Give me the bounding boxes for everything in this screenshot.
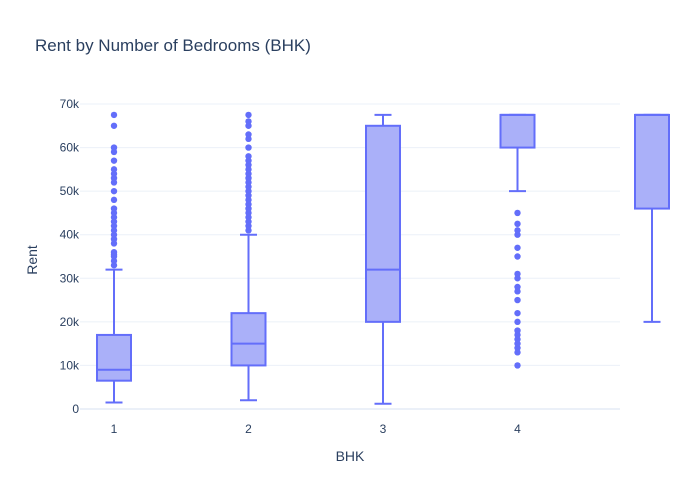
box-iqr — [365, 124, 401, 323]
y-tick-label: 70k — [60, 97, 80, 111]
box-group — [365, 113, 401, 405]
outlier-point — [110, 248, 118, 256]
outlier-point — [245, 131, 252, 138]
outlier-point — [110, 205, 118, 212]
outlier-point — [245, 153, 252, 160]
axis-layer: 0 10k 20k 30k 40k 50k 60k 70k 1 2 3 4 — [60, 97, 522, 436]
outlier-point — [514, 244, 521, 251]
y-tick-label: 10k — [60, 358, 80, 372]
box-iqr — [499, 113, 536, 149]
outlier-point — [514, 270, 521, 278]
box-iqr — [230, 312, 267, 367]
outlier-point — [110, 122, 118, 129]
x-tick-label: 2 — [245, 422, 252, 436]
outlier-point — [514, 362, 521, 369]
chart-title: Rent by Number of Bedrooms (BHK) — [35, 36, 311, 55]
box-iqr — [96, 333, 132, 382]
x-tick-label: 1 — [111, 422, 118, 436]
box-group — [634, 113, 670, 323]
y-tick-label: 20k — [60, 315, 80, 329]
outlier-point — [514, 309, 521, 317]
x-tick-label: 3 — [380, 422, 387, 436]
y-axis-title: Rent — [24, 245, 40, 275]
outlier-point — [514, 327, 521, 334]
outlier-point — [514, 220, 521, 228]
grid-layer — [80, 103, 620, 410]
box-iqr — [634, 113, 670, 210]
box-group — [230, 111, 267, 402]
y-tick-label: 40k — [60, 228, 80, 242]
outlier-point — [245, 111, 252, 119]
outlier-point — [110, 157, 118, 164]
x-axis-title: BHK — [336, 448, 365, 464]
box-group — [96, 111, 132, 404]
box-group — [499, 113, 536, 369]
outlier-point — [245, 118, 252, 125]
outlier-point — [514, 227, 521, 234]
plot-layer — [96, 111, 670, 405]
outlier-point — [245, 144, 252, 151]
outlier-point — [110, 187, 118, 195]
y-tick-label: 60k — [60, 141, 80, 155]
outlier-point — [514, 283, 521, 291]
y-tick-label: 0 — [72, 402, 79, 416]
outlier-point — [514, 253, 521, 260]
y-tick-label: 50k — [60, 184, 80, 198]
outlier-point — [514, 296, 521, 304]
outlier-point — [514, 318, 521, 326]
outlier-point — [110, 111, 118, 119]
outlier-point — [110, 144, 118, 151]
y-tick-label: 30k — [60, 271, 80, 285]
outlier-point — [110, 196, 118, 204]
x-tick-label: 4 — [514, 422, 521, 436]
outlier-point — [110, 166, 118, 173]
outlier-point — [514, 209, 521, 217]
